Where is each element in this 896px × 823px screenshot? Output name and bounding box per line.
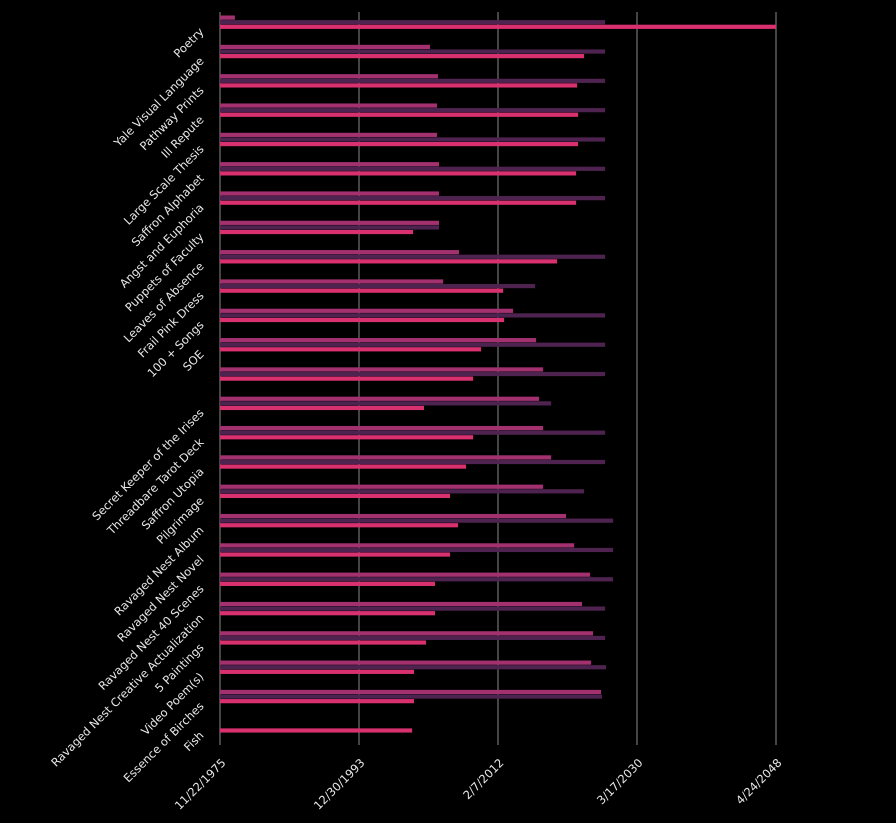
bar — [220, 665, 607, 670]
bar — [220, 493, 451, 499]
bar — [220, 103, 438, 108]
bar — [220, 371, 606, 377]
bar — [220, 513, 567, 519]
bar — [220, 640, 427, 645]
bar — [220, 635, 606, 641]
bar — [220, 166, 606, 171]
bar — [220, 24, 776, 29]
bar — [220, 401, 552, 406]
y-tick-label: SOE — [180, 347, 207, 374]
bar — [220, 49, 606, 54]
bar — [220, 250, 460, 255]
x-tick-label: 4/24/2048 — [733, 756, 785, 808]
bar — [220, 54, 585, 59]
bar — [220, 689, 602, 695]
bar — [220, 694, 603, 699]
x-tick-label: 2/7/2012 — [460, 756, 506, 802]
bar — [220, 601, 583, 607]
bar — [220, 581, 436, 586]
bar — [220, 288, 504, 293]
y-tick-label: Poetry — [171, 25, 207, 61]
bar — [220, 259, 558, 264]
bar — [220, 577, 614, 582]
bar — [220, 552, 451, 557]
bar — [220, 728, 413, 733]
bar — [220, 518, 614, 523]
x-tick-label: 11/22/1975 — [172, 756, 229, 813]
bar — [220, 283, 536, 289]
bar — [220, 313, 606, 318]
bar — [220, 20, 606, 25]
bar — [220, 279, 444, 284]
bar — [220, 489, 585, 494]
bar — [220, 367, 544, 372]
bar — [220, 108, 606, 113]
bar — [220, 15, 235, 20]
bar — [220, 229, 414, 235]
bar — [220, 220, 439, 225]
bar — [220, 547, 614, 553]
bar — [220, 376, 474, 381]
bar — [220, 660, 592, 665]
bar — [220, 308, 514, 313]
bar — [220, 171, 577, 176]
bar — [220, 225, 439, 230]
bar — [220, 430, 606, 435]
bar — [220, 611, 436, 616]
y-tick-label: Fish — [181, 728, 207, 754]
bar — [220, 425, 544, 431]
bar — [220, 669, 415, 674]
bar — [220, 200, 577, 205]
bar — [220, 78, 606, 83]
bar — [220, 543, 575, 548]
bar — [220, 405, 425, 411]
bar — [220, 137, 606, 142]
bar — [220, 459, 606, 465]
bar — [220, 112, 579, 117]
bar — [220, 74, 439, 79]
x-tick-label: 3/17/2030 — [594, 756, 646, 808]
bar — [220, 317, 505, 323]
bar — [220, 254, 606, 259]
bar — [220, 132, 438, 137]
bar — [220, 484, 544, 489]
bar — [220, 572, 591, 577]
bar — [220, 606, 606, 611]
bar — [220, 699, 415, 704]
bar — [220, 44, 431, 50]
bar — [220, 631, 594, 636]
bar — [220, 464, 467, 469]
bar — [220, 396, 540, 401]
bar — [220, 83, 578, 88]
bar — [220, 347, 482, 352]
bar — [220, 191, 439, 196]
bar — [220, 523, 459, 528]
bar — [220, 338, 537, 343]
bar — [220, 141, 579, 147]
bar — [220, 162, 439, 167]
bar — [220, 455, 552, 460]
x-tick-label: 12/30/1993 — [311, 756, 368, 813]
bar — [220, 342, 606, 347]
bar — [220, 435, 474, 440]
bar — [220, 196, 606, 201]
